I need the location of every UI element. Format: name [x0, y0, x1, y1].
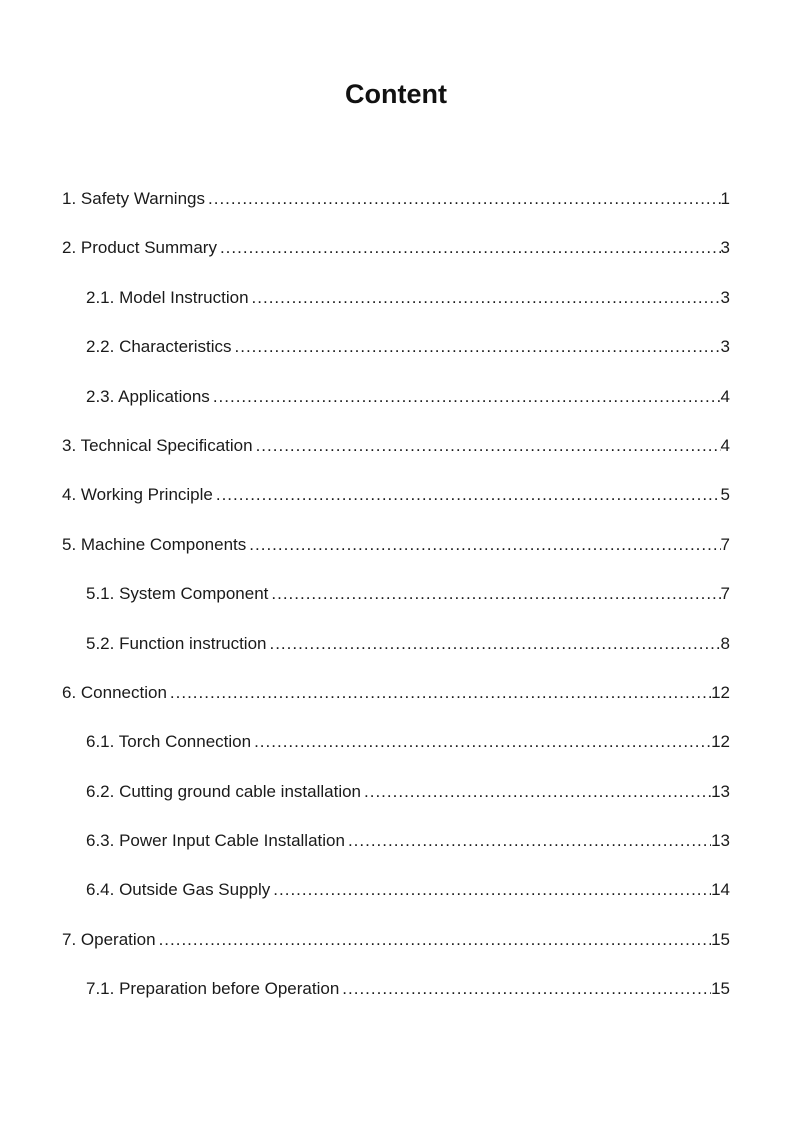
toc-entry-label: 2.3. Applications	[86, 386, 210, 406]
toc-entry[interactable]: 3. Technical Specification 4	[62, 436, 730, 485]
toc-entry-label: 6.4. Outside Gas Supply	[86, 880, 271, 900]
toc-entry[interactable]: 1. Safety Warnings 1	[62, 189, 730, 238]
toc-entry[interactable]: 7. Operation 15	[62, 930, 730, 979]
toc-page-number: 15	[711, 979, 730, 999]
toc-entry[interactable]: 2.3. Applications 4	[62, 387, 730, 436]
toc-entry[interactable]: 2.2. Characteristics 3	[62, 337, 730, 386]
toc-entry[interactable]: 4. Working Principle 5	[62, 485, 730, 534]
toc-entry[interactable]: 2. Product Summary 3	[62, 238, 730, 287]
toc-dot-leader	[246, 535, 720, 555]
toc-dot-leader	[217, 238, 721, 258]
toc-dot-leader	[232, 337, 721, 357]
toc-dot-leader	[253, 436, 721, 456]
toc-entry[interactable]: 6. Connection 12	[62, 683, 730, 732]
toc-entry-label: 7.1. Preparation before Operation	[86, 979, 340, 999]
toc-page-number: 1	[720, 189, 730, 208]
toc-dot-leader	[270, 880, 711, 900]
toc-entry-label: 2.1. Model Instruction	[86, 287, 249, 307]
toc-dot-leader	[266, 634, 720, 654]
toc-page-number: 13	[711, 781, 730, 801]
toc-entry-label: 1. Safety Warnings	[62, 189, 205, 208]
toc-entry-label: 5.1. System Component	[86, 584, 269, 604]
toc-entry-label: 6.3. Power Input Cable Installation	[86, 831, 345, 851]
toc-page-number: 3	[720, 337, 730, 357]
toc-entry[interactable]: 6.4. Outside Gas Supply 14	[62, 880, 730, 929]
toc-entry-label: 6.1. Torch Connection	[86, 732, 252, 752]
toc-page-number: 7	[720, 584, 730, 604]
toc-page-number: 13	[711, 831, 730, 851]
toc-entry[interactable]: 5.1. System Component 7	[62, 584, 730, 633]
toc-page-number: 3	[720, 238, 730, 258]
toc-entry[interactable]: 5.2. Function instruction 8	[62, 634, 730, 683]
toc-entry[interactable]: 5. Machine Components 7	[62, 535, 730, 584]
toc-dot-leader	[156, 930, 712, 950]
toc-page-number: 15	[711, 929, 730, 949]
toc-page-number: 5	[720, 485, 730, 505]
toc-page-number: 4	[720, 386, 730, 406]
toc-page-number: 4	[720, 435, 730, 455]
toc-dot-leader	[167, 683, 711, 703]
toc-page-number: 8	[720, 633, 730, 653]
toc-entry-label: 5. Machine Components	[62, 534, 247, 554]
toc-entry[interactable]: 7.1. Preparation before Operation 15	[62, 979, 730, 1028]
toc-entry-label: 2. Product Summary	[62, 238, 217, 258]
toc-dot-leader	[213, 485, 721, 505]
page-title: Content	[345, 79, 447, 109]
toc-entry-label: 5.2. Function instruction	[86, 633, 267, 653]
toc-dot-leader	[249, 288, 721, 308]
toc-dot-leader	[205, 189, 721, 209]
toc-entry[interactable]: 6.1. Torch Connection 12	[62, 732, 730, 781]
toc-dot-leader	[268, 584, 720, 604]
toc-entry-label: 2.2. Characteristics	[86, 337, 232, 357]
toc-dot-leader	[345, 831, 711, 851]
toc-entry-label: 6.2. Cutting ground cable installation	[86, 781, 362, 801]
toc-entry[interactable]: 6.2. Cutting ground cable installation 1…	[62, 782, 730, 831]
toc-entry-label: 6. Connection	[62, 682, 167, 702]
toc-page-number: 12	[711, 682, 730, 702]
toc-entry[interactable]: 2.1. Model Instruction 3	[62, 288, 730, 337]
toc-entry-label: 7. Operation	[62, 929, 156, 949]
toc-dot-leader	[339, 979, 711, 999]
toc-dot-leader	[210, 387, 721, 407]
toc-page-number: 3	[720, 287, 730, 307]
toc-page-number: 12	[711, 732, 730, 752]
toc-page-number: 7	[720, 534, 730, 554]
toc-page-number: 14	[711, 880, 730, 900]
toc-dot-leader	[361, 782, 711, 802]
table-of-contents: 1. Safety Warnings 1 2. Product Summary …	[62, 189, 730, 1029]
toc-entry[interactable]: 6.3. Power Input Cable Installation 13	[62, 831, 730, 880]
toc-dot-leader	[251, 732, 711, 752]
toc-entry-label: 3. Technical Specification	[62, 435, 253, 455]
toc-entry-label: 4. Working Principle	[62, 485, 213, 505]
